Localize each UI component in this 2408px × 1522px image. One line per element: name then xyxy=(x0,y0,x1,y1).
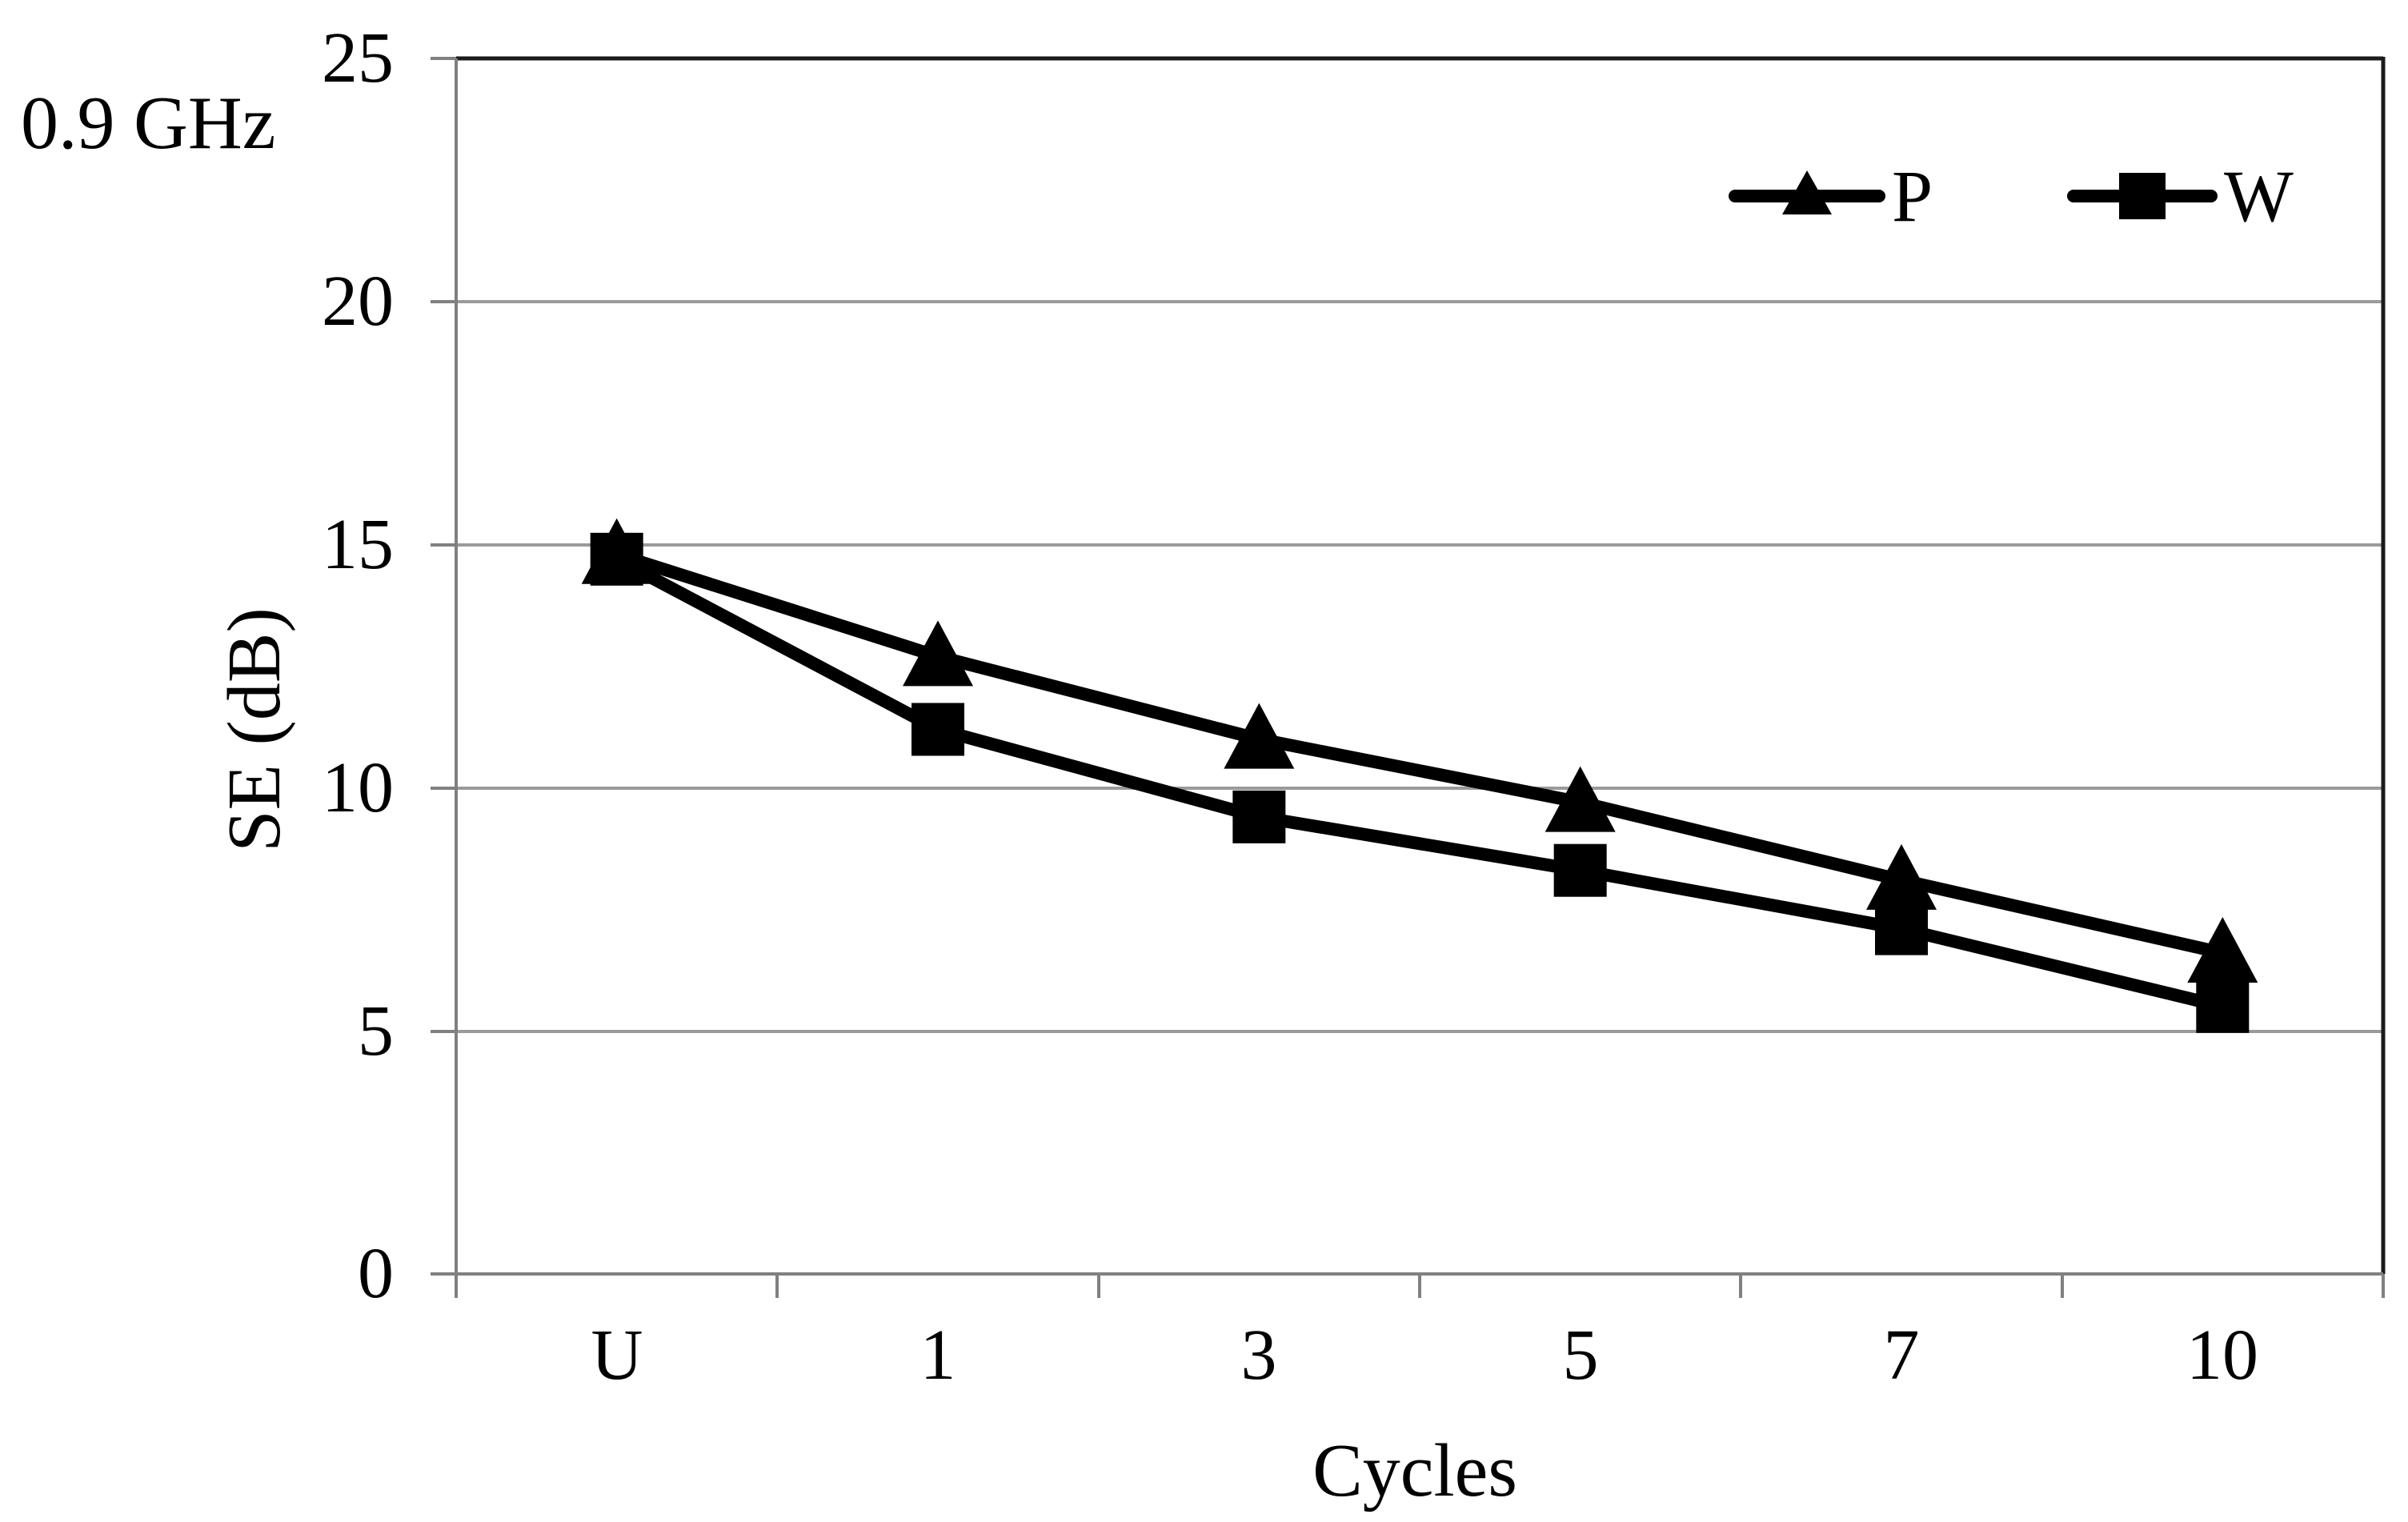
x-axis-title: Cycles xyxy=(1312,1429,1517,1512)
p-data-point-marker xyxy=(2187,916,2258,983)
legend-item-P: P xyxy=(1727,158,1933,234)
square-marker-icon xyxy=(2067,173,2218,219)
x-tick-label-U: U xyxy=(591,1316,643,1395)
legend-label-W: W xyxy=(2224,155,2294,237)
w-data-point-marker xyxy=(1232,790,1286,843)
series-line-w xyxy=(613,553,2225,1013)
chart-title-frequency: 0.9 GHz xyxy=(21,82,276,165)
triangle-marker-icon xyxy=(1729,170,1885,214)
w-data-point-marker xyxy=(1875,902,1928,955)
y-tick-label-20: 20 xyxy=(322,262,394,341)
plot-border xyxy=(456,56,2386,1274)
y-tick-label-5: 5 xyxy=(358,991,394,1071)
series-layer xyxy=(581,518,2258,1033)
w-data-point-marker xyxy=(2196,979,2250,1033)
x-axis-ticks xyxy=(775,1274,2385,1298)
y-tick-label-25: 25 xyxy=(322,18,394,98)
p-data-point-marker xyxy=(1224,703,1295,769)
series-line-p xyxy=(615,548,2225,959)
x-tick-label-1: 1 xyxy=(920,1316,956,1395)
p-data-point-marker xyxy=(1866,843,1937,910)
x-tick-label-7: 7 xyxy=(1883,1316,1920,1395)
x-tick-label-10: 10 xyxy=(2186,1316,2258,1395)
x-tick-label-3: 3 xyxy=(1240,1316,1277,1395)
axes xyxy=(431,58,2383,1298)
series-markers-w xyxy=(590,532,2250,1033)
y-tick-label-15: 15 xyxy=(322,505,394,584)
y-axis-ticks xyxy=(431,57,456,1033)
w-data-point-marker xyxy=(912,703,964,756)
w-data-point-marker xyxy=(590,532,643,586)
y-tick-label-0: 0 xyxy=(358,1234,394,1313)
gridlines xyxy=(456,300,2383,1033)
series-markers-p xyxy=(581,518,2258,983)
w-data-point-marker xyxy=(1553,843,1607,897)
legend-item-W: W xyxy=(2067,158,2294,234)
x-tick-label-5: 5 xyxy=(1562,1316,1599,1395)
legend-label-P: P xyxy=(1892,155,1933,237)
p-data-point-marker xyxy=(1545,766,1616,832)
y-tick-label-10: 10 xyxy=(322,748,394,827)
p-data-point-marker xyxy=(903,620,973,687)
